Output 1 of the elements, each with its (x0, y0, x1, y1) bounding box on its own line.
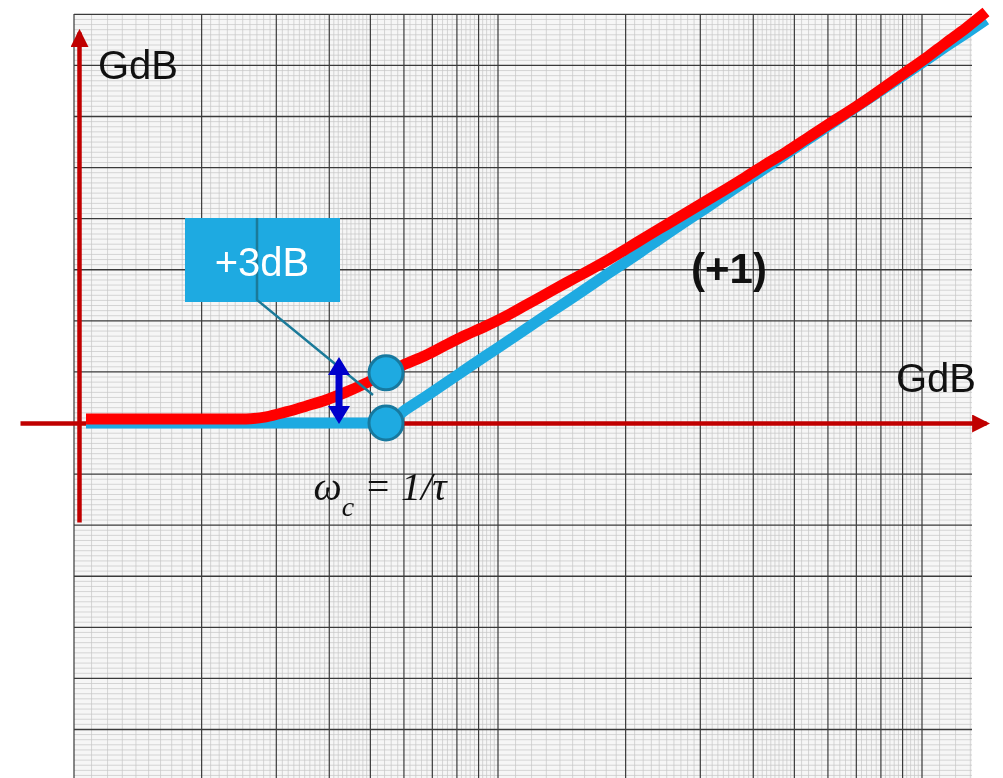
annotation: +3dB (214, 240, 310, 284)
